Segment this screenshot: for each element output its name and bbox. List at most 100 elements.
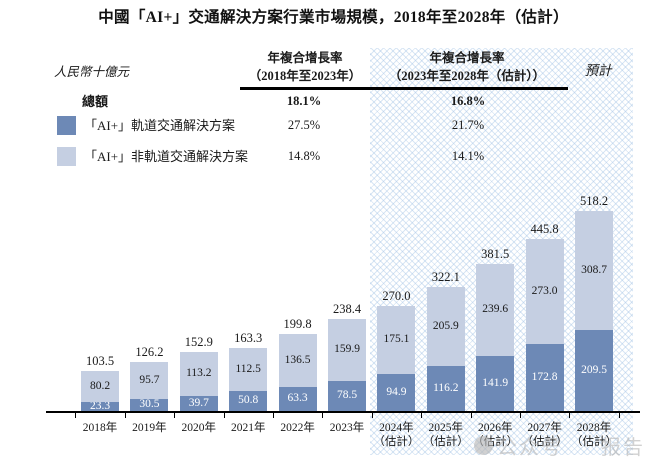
- bar-value-label-rail: 172.8: [531, 370, 558, 383]
- bar-total-label: 238.4: [332, 302, 362, 316]
- axis-tick: [470, 413, 472, 418]
- x-axis-label-year: 2021年: [230, 422, 266, 434]
- bar-segment-rail: 63.3: [278, 387, 317, 411]
- watermark: 公众号 报告: [474, 431, 645, 460]
- x-axis-label: 2025年 （估計）: [416, 421, 476, 449]
- legend-label-nonrail: 「AI+」非軌道交通解決方案: [84, 149, 249, 164]
- bar-value-label-rail: 78.5: [336, 389, 358, 402]
- bar-total-label: 163.3: [234, 331, 263, 345]
- cagr-header-2023-2028-line2: （2023年至2028年（估計））: [388, 69, 546, 83]
- bar-value-label-nonrail: 113.2: [186, 367, 212, 380]
- bar-segment-nonrail: 273.0: [525, 239, 564, 344]
- bar-value-label-nonrail: 273.0: [531, 284, 558, 297]
- page-title: 中國「AI+」交通解決方案行業市場規模，2018年至2028年（估計）: [98, 9, 569, 26]
- axis-tick: [618, 413, 620, 418]
- legend-row-total: 總額 18.1% 16.8%: [0, 92, 667, 112]
- bar-segment-nonrail: 112.5: [229, 348, 268, 391]
- forecast-label: 預計: [584, 63, 612, 78]
- bar-segment-rail: 30.5: [130, 399, 169, 411]
- bar-total-label: 103.5: [85, 354, 115, 368]
- cagr-value-nonrail-2023-2028: 14.1%: [451, 149, 485, 163]
- bar-segment-rail: 116.2: [426, 366, 465, 411]
- bar-segment-nonrail: 308.7: [575, 211, 613, 330]
- bar-value-label-rail: 50.8: [238, 394, 259, 407]
- x-axis-label: 2024年 （估計）: [366, 421, 426, 449]
- axis-tick: [174, 413, 176, 418]
- bar-value-label-rail: 209.5: [581, 363, 607, 376]
- legend-swatch-rail: [57, 116, 76, 135]
- x-axis-line: [46, 411, 640, 413]
- axis-tick: [371, 413, 373, 418]
- bar-total-label: 270.0: [382, 289, 411, 303]
- legend-row-rail: 「AI+」軌道交通解決方案 27.5% 21.7%: [0, 116, 667, 136]
- x-axis-label-year: 2020年: [181, 422, 217, 434]
- cagr-value-nonrail-2018-2023: 14.8%: [287, 149, 321, 163]
- bar-segment-nonrail: 239.6: [476, 264, 515, 356]
- x-axis-label-year: 2023年: [329, 422, 365, 434]
- legend-label-total: 總額: [82, 94, 109, 109]
- cagr-header-2018-2023: 年複合增長率 （2018年至2023年）: [224, 49, 386, 85]
- bar-segment-rail: 50.8: [229, 391, 268, 411]
- bar-value-label-rail: 94.9: [386, 385, 407, 398]
- axis-tick: [322, 413, 324, 418]
- bar-value-label-rail: 63.3: [287, 392, 308, 405]
- cagr-header-2023-2028: 年複合增長率 （2023年至2028年（估計））: [371, 49, 563, 85]
- axis-tick: [519, 413, 521, 418]
- bar-segment-rail: 39.7: [179, 396, 218, 411]
- x-axis-label-estimated: （估計）: [571, 436, 617, 448]
- legend-row-nonrail: 「AI+」非軌道交通解決方案 14.8% 14.1%: [0, 147, 667, 167]
- axis-tick: [223, 413, 225, 418]
- x-axis-label-year: 2025年: [428, 422, 464, 434]
- x-axis-label-year: 2019年: [132, 422, 167, 434]
- bar-value-label-nonrail: 95.7: [139, 373, 160, 386]
- x-axis-label: 2022年: [268, 421, 328, 435]
- bar-value-label-rail: 116.2: [433, 381, 459, 394]
- x-axis-label-year: 2028年: [576, 422, 612, 434]
- bar-value-label-rail: 23.3: [89, 399, 111, 412]
- bar-value-label-nonrail: 159.9: [334, 343, 360, 356]
- x-axis-label-year: 2022年: [280, 422, 315, 434]
- circle-logo-icon: [474, 436, 493, 455]
- cagr-header-2018-2023-line1: 年複合增長率: [267, 51, 343, 65]
- watermark-suffix: 报告: [601, 437, 645, 459]
- bar-value-label-nonrail: 205.9: [432, 319, 459, 332]
- bar-value-label-nonrail: 175.1: [383, 333, 410, 346]
- bar-segment-rail: 209.5: [575, 330, 613, 411]
- bar-segment-rail: 23.3: [81, 399, 119, 412]
- bar-value-label-rail: 39.7: [188, 396, 209, 409]
- bar-value-label-nonrail: 80.2: [89, 379, 111, 392]
- x-axis-label: 2020年: [169, 421, 229, 435]
- bar-segment-nonrail: 113.2: [179, 352, 218, 396]
- x-axis-label: 2027年 （估計）: [515, 421, 575, 449]
- bar-total-label: 518.2: [579, 194, 609, 208]
- watermark-prefix: 公众号: [497, 437, 563, 459]
- bar-total-label: 199.8: [283, 317, 312, 331]
- bar-segment-nonrail: 159.9: [328, 319, 366, 381]
- bar-value-label-nonrail: 308.7: [581, 263, 607, 276]
- y-axis-unit-label: 人民幣十億元: [54, 65, 130, 79]
- x-axis-label-year: 2024年: [379, 422, 414, 434]
- bar-segment-rail: 78.5: [328, 381, 366, 411]
- axis-tick: [124, 413, 126, 418]
- bar-segment-nonrail: 95.7: [130, 362, 169, 399]
- bar-total-label: 126.2: [135, 345, 164, 359]
- bar-total-label: 381.5: [481, 247, 510, 261]
- x-axis-label: 2018年: [70, 421, 130, 435]
- legend-swatch-nonrail: [57, 147, 76, 166]
- cagr-value-total-2023-2028: 16.8%: [450, 94, 486, 108]
- bar-value-label-nonrail: 239.6: [482, 303, 509, 316]
- bar-segment-nonrail: 136.5: [278, 334, 317, 387]
- legend-label-rail: 「AI+」軌道交通解決方案: [84, 118, 236, 133]
- bar-value-label-nonrail: 136.5: [284, 353, 311, 366]
- cagr-value-rail-2023-2028: 21.7%: [451, 118, 485, 132]
- x-axis-label: 2019年: [119, 421, 179, 435]
- bar-segment-rail: 172.8: [525, 344, 564, 411]
- axis-tick: [272, 413, 274, 418]
- x-axis-label-year: 2018年: [82, 422, 118, 434]
- x-axis-label: 2021年: [218, 421, 278, 435]
- bar-segment-nonrail: 80.2: [81, 371, 119, 402]
- x-axis-label-estimated: （估計）: [521, 436, 568, 448]
- cagr-header-2018-2023-line2: （2018年至2023年）: [248, 69, 362, 83]
